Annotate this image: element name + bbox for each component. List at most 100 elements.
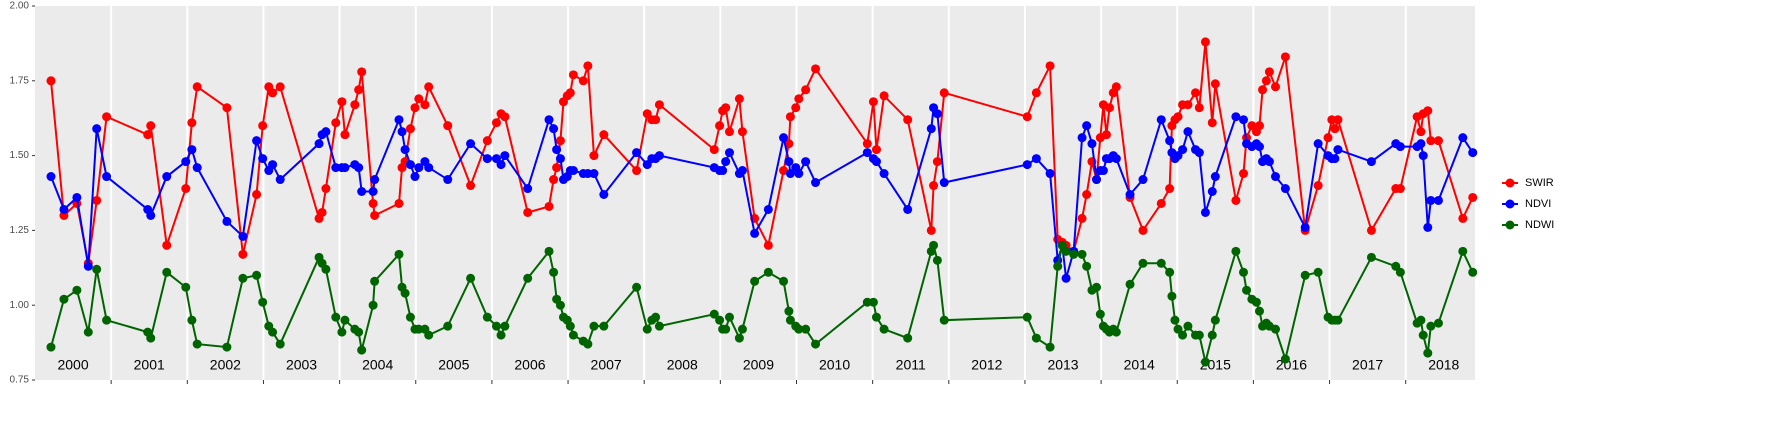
point — [394, 249, 404, 259]
point — [466, 181, 476, 191]
point — [1468, 192, 1478, 202]
point — [871, 145, 881, 155]
year-label: 2012 — [971, 357, 1002, 373]
point — [1194, 330, 1204, 340]
point — [252, 136, 262, 146]
point — [734, 94, 744, 104]
point — [599, 130, 609, 140]
point — [1045, 61, 1055, 71]
point — [192, 82, 202, 92]
point — [879, 91, 889, 101]
point — [252, 189, 262, 199]
point — [589, 321, 599, 331]
y-tick-label: 1.75 — [10, 75, 30, 86]
point — [414, 94, 424, 104]
point — [102, 315, 112, 325]
point — [1125, 279, 1135, 289]
point — [368, 187, 378, 197]
point — [1433, 318, 1443, 328]
point — [1092, 282, 1102, 292]
point — [555, 300, 565, 310]
point — [192, 339, 202, 349]
point — [568, 330, 578, 340]
point — [410, 103, 420, 113]
point — [1183, 321, 1193, 331]
point — [268, 88, 278, 98]
point — [734, 333, 744, 343]
point — [1045, 169, 1055, 179]
point — [1156, 258, 1166, 268]
point — [1333, 115, 1343, 125]
point — [1416, 139, 1426, 149]
point — [939, 178, 949, 188]
point — [1111, 327, 1121, 337]
y-tick-label: 0.75 — [10, 375, 30, 386]
point — [785, 315, 795, 325]
point — [275, 82, 285, 92]
point — [1022, 312, 1032, 322]
point — [903, 333, 913, 343]
point — [811, 64, 821, 74]
point — [632, 148, 642, 158]
point — [222, 216, 232, 226]
point — [1165, 136, 1175, 146]
point — [397, 127, 407, 137]
point — [414, 163, 424, 173]
point — [1082, 121, 1092, 131]
point — [552, 163, 562, 173]
point — [1082, 261, 1092, 271]
year-label: 2002 — [210, 357, 241, 373]
point — [482, 154, 492, 164]
point — [1366, 157, 1376, 167]
point — [181, 184, 191, 194]
point — [181, 282, 191, 292]
point — [405, 312, 415, 322]
point — [357, 187, 367, 197]
point — [544, 201, 554, 211]
point — [1270, 172, 1280, 182]
point — [523, 207, 533, 217]
legend-label: SWIR — [1525, 177, 1554, 189]
point — [466, 139, 476, 149]
point — [1138, 258, 1148, 268]
point — [1173, 112, 1183, 122]
point — [1270, 324, 1280, 334]
point — [879, 169, 889, 179]
year-label: 2008 — [667, 357, 698, 373]
point — [72, 192, 82, 202]
point — [500, 112, 510, 122]
point — [1061, 273, 1071, 283]
point — [1366, 225, 1376, 235]
point — [162, 267, 172, 277]
point — [565, 88, 575, 98]
year-label: 2010 — [819, 357, 850, 373]
point — [1261, 76, 1271, 86]
point — [92, 124, 102, 134]
point — [1254, 121, 1264, 131]
point — [1069, 249, 1079, 259]
point — [482, 312, 492, 322]
point — [654, 321, 664, 331]
point — [544, 115, 554, 125]
point — [1433, 136, 1443, 146]
point — [410, 172, 420, 182]
point — [721, 324, 731, 334]
point — [443, 175, 453, 185]
point — [46, 342, 56, 352]
point — [317, 207, 327, 217]
point — [1418, 330, 1428, 340]
y-tick-label: 2.00 — [10, 1, 30, 12]
point — [400, 145, 410, 155]
point — [258, 121, 268, 131]
point — [1087, 139, 1097, 149]
point — [801, 85, 811, 95]
point — [340, 130, 350, 140]
point — [370, 175, 380, 185]
point — [1200, 357, 1210, 367]
year-label: 2011 — [896, 357, 926, 373]
year-label: 2004 — [362, 357, 393, 373]
point — [1077, 213, 1087, 223]
point — [709, 309, 719, 319]
point — [1433, 195, 1443, 205]
